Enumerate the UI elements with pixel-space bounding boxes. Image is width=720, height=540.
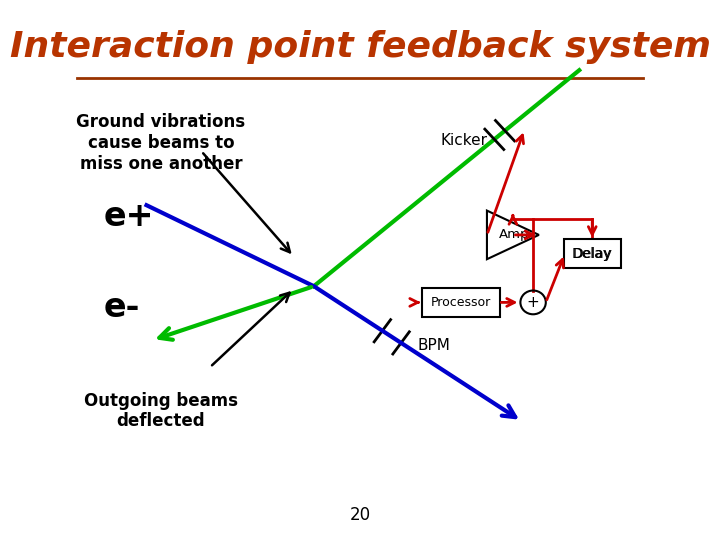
Text: Delay: Delay (572, 247, 612, 261)
Text: BPM: BPM (418, 338, 451, 353)
Text: Delay: Delay (572, 247, 612, 261)
FancyBboxPatch shape (564, 239, 621, 268)
Text: e-: e- (103, 291, 140, 325)
Text: Processor: Processor (431, 296, 491, 309)
Text: +: + (527, 295, 539, 310)
Text: Outgoing beams
deflected: Outgoing beams deflected (84, 392, 238, 430)
Text: Ground vibrations
cause beams to
miss one another: Ground vibrations cause beams to miss on… (76, 113, 246, 173)
Text: Kicker: Kicker (441, 133, 487, 148)
Text: 20: 20 (349, 506, 371, 524)
Text: e+: e+ (103, 199, 154, 233)
Text: Amp: Amp (499, 228, 529, 241)
FancyBboxPatch shape (423, 288, 500, 317)
Text: Interaction point feedback system: Interaction point feedback system (9, 30, 711, 64)
